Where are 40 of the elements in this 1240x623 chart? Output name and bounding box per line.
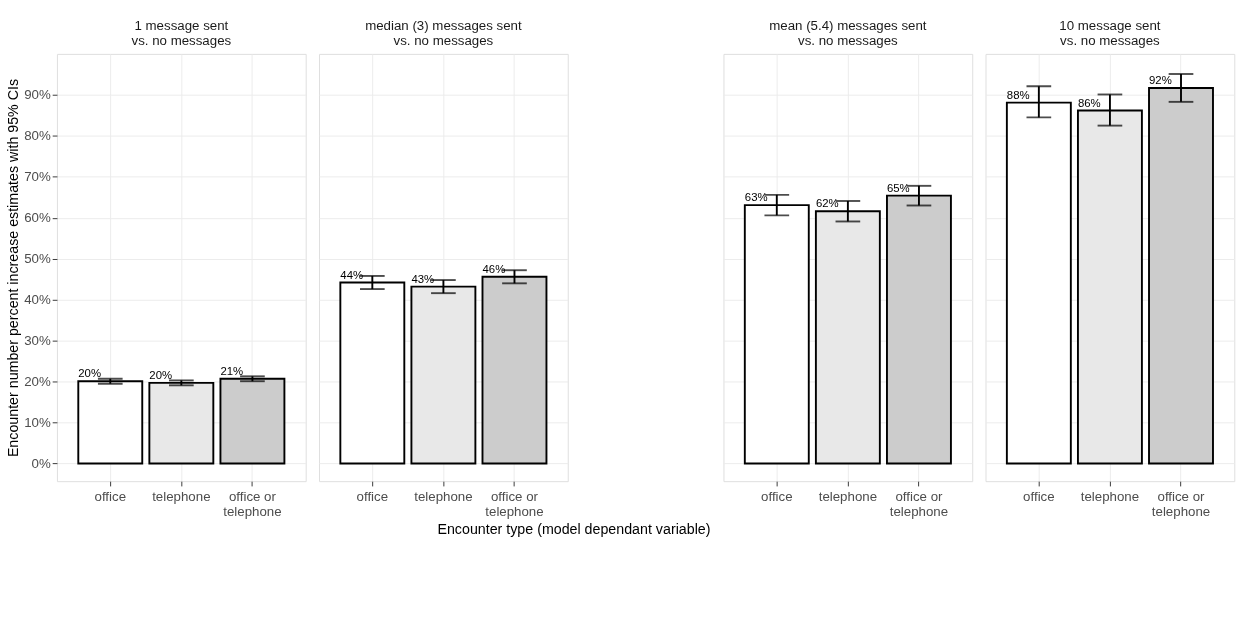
x-tick-label: office — [761, 488, 793, 504]
data-label: 44% — [340, 268, 364, 281]
x-axis-title: Encounter type (model dependant variable) — [437, 520, 711, 537]
y-tick-label: 20% — [24, 373, 51, 389]
x-tick-label: office or telephone — [1151, 488, 1211, 519]
x-tick-label: telephone — [818, 488, 878, 504]
x-tick-label: office — [356, 488, 389, 504]
y-tick-label: 70% — [24, 169, 51, 185]
x-tick-label: office — [1023, 488, 1055, 504]
chart-title: mean (5.4) messages sent vs. no messages — [769, 18, 927, 49]
x-tick-label: office — [94, 488, 127, 504]
chart-title: 10 message sent vs. no messages — [1059, 18, 1161, 49]
x-tick-label: office or telephone — [223, 488, 282, 519]
x-tick-label: office or telephone — [485, 488, 544, 519]
data-label: 92% — [1149, 74, 1172, 87]
y-tick-label: 10% — [24, 414, 51, 430]
data-label: 21% — [220, 364, 244, 377]
y-tick-label: 50% — [24, 251, 51, 267]
data-label: 62% — [815, 197, 839, 210]
y-tick-label: 60% — [24, 210, 51, 226]
y-tick-label: 0% — [31, 455, 51, 471]
data-label: 20% — [149, 369, 173, 382]
y-tick-label: 30% — [24, 332, 51, 348]
y-axis-title: Encounter number percent increase estimates with 95% CIs — [4, 78, 21, 458]
data-label: 86% — [1077, 96, 1101, 109]
y-tick-label: 90% — [24, 87, 51, 103]
data-label: 20% — [78, 367, 102, 380]
y-tick-label: 80% — [24, 128, 51, 144]
chart-title: median (3) messages sent vs. no messages — [365, 18, 522, 49]
data-label: 65% — [886, 181, 910, 194]
chart-title: 1 message sent vs. no messages — [131, 18, 232, 49]
x-tick-label: telephone — [414, 488, 473, 504]
data-label: 88% — [1006, 88, 1030, 101]
x-tick-label: office or telephone — [889, 488, 949, 519]
y-tick-label: 40% — [24, 291, 51, 307]
data-label: 43% — [411, 272, 435, 285]
x-tick-label: telephone — [152, 488, 211, 504]
data-label: 63% — [744, 191, 768, 204]
data-label: 46% — [482, 262, 506, 275]
x-tick-label: telephone — [1080, 488, 1140, 504]
